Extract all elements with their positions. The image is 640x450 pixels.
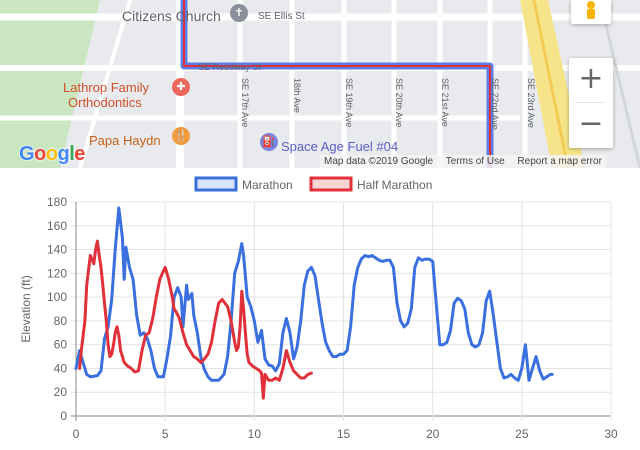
place-lathrop-line1[interactable]: Lathrop Family bbox=[63, 80, 149, 95]
y-tick-label: 60 bbox=[54, 338, 68, 352]
pegman-icon bbox=[587, 1, 595, 19]
zoom-separator bbox=[576, 102, 606, 103]
place-papa-haydn[interactable]: Papa Haydn bbox=[89, 133, 161, 148]
x-tick-label: 5 bbox=[162, 427, 169, 441]
y-tick-label: 180 bbox=[47, 195, 67, 209]
street-17th: SE 17th Ave bbox=[240, 78, 250, 128]
map-attribution: Map data ©2019 Google Terms of Use Repor… bbox=[320, 155, 606, 168]
y-tick-label: 160 bbox=[47, 219, 67, 233]
map-data-text: Map data ©2019 Google bbox=[324, 156, 434, 167]
map-panel[interactable]: Citizens Church ✝ SE Ellis St SE Reedway… bbox=[0, 0, 640, 168]
terms-link[interactable]: Terms of Use bbox=[445, 156, 505, 167]
hospital-icon[interactable]: ✚ bbox=[172, 78, 190, 96]
y-tick-label: 40 bbox=[54, 361, 68, 375]
rail-line bbox=[598, 0, 640, 168]
x-tick-label: 30 bbox=[604, 427, 618, 441]
x-tick-label: 25 bbox=[515, 427, 529, 441]
legend-swatch bbox=[194, 176, 238, 192]
street-18th: 18th Ave bbox=[292, 78, 302, 113]
y-tick-label: 100 bbox=[47, 290, 67, 304]
fuel-icon[interactable]: ⛽ bbox=[260, 133, 278, 151]
x-tick-label: 10 bbox=[248, 427, 262, 441]
x-tick-label: 15 bbox=[337, 427, 351, 441]
street-view-button[interactable] bbox=[571, 0, 611, 24]
legend-swatch bbox=[309, 176, 353, 192]
zoom-control: + − bbox=[569, 58, 613, 148]
elevation-chart: 0 20 40 60 80 100 120 140 160 180 0 5 10 15 20 25 30 Elev… bbox=[0, 168, 640, 450]
legend-label: Half Marathon bbox=[357, 178, 432, 192]
street-23rd: SE 23rd Ave bbox=[526, 78, 536, 128]
x-tick-label: 0 bbox=[73, 427, 80, 441]
y-tick-label: 0 bbox=[60, 409, 67, 423]
park-area bbox=[0, 0, 100, 168]
zoom-in-button[interactable]: + bbox=[578, 61, 604, 96]
street-ellis: SE Ellis St bbox=[258, 11, 305, 22]
series-line-half-marathon bbox=[78, 239, 313, 400]
half-marathon-route[interactable] bbox=[183, 0, 491, 168]
y-tick-label: 120 bbox=[47, 266, 67, 280]
y-axis-label: Elevation (ft) bbox=[19, 275, 33, 342]
street-reedway: SE Reedway St bbox=[198, 62, 262, 72]
street-21st: SE 21st Ave bbox=[440, 78, 450, 127]
y-tick-label: 140 bbox=[47, 243, 67, 257]
restaurant-icon[interactable]: 🍴 bbox=[172, 127, 190, 145]
y-tick-label: 80 bbox=[54, 314, 68, 328]
y-tick-label: 20 bbox=[54, 385, 68, 399]
place-lathrop-line2[interactable]: Orthodontics bbox=[68, 95, 142, 110]
report-error-link[interactable]: Report a map error bbox=[517, 156, 602, 167]
freeway-center bbox=[532, 0, 570, 168]
place-citizens-church[interactable]: Citizens Church bbox=[122, 8, 221, 24]
legend-label: Marathon bbox=[242, 178, 293, 192]
elevation-chart-svg: 0 20 40 60 80 100 120 140 160 180 0 5 10 15 20 25 30 Elev… bbox=[19, 176, 618, 441]
google-logo[interactable]: Google bbox=[19, 143, 85, 165]
x-tick-label: 20 bbox=[426, 427, 440, 441]
place-space-age-fuel[interactable]: Space Age Fuel #04 bbox=[281, 139, 399, 154]
series-line-marathon bbox=[74, 206, 554, 382]
street-22nd: SE 22nd Ave bbox=[490, 78, 500, 130]
street-20th: SE 20th Ave bbox=[394, 78, 404, 128]
church-icon[interactable]: ✝ bbox=[230, 4, 248, 22]
zoom-out-button[interactable]: − bbox=[578, 106, 604, 141]
street-19th: SE 19th Ave bbox=[344, 78, 354, 128]
